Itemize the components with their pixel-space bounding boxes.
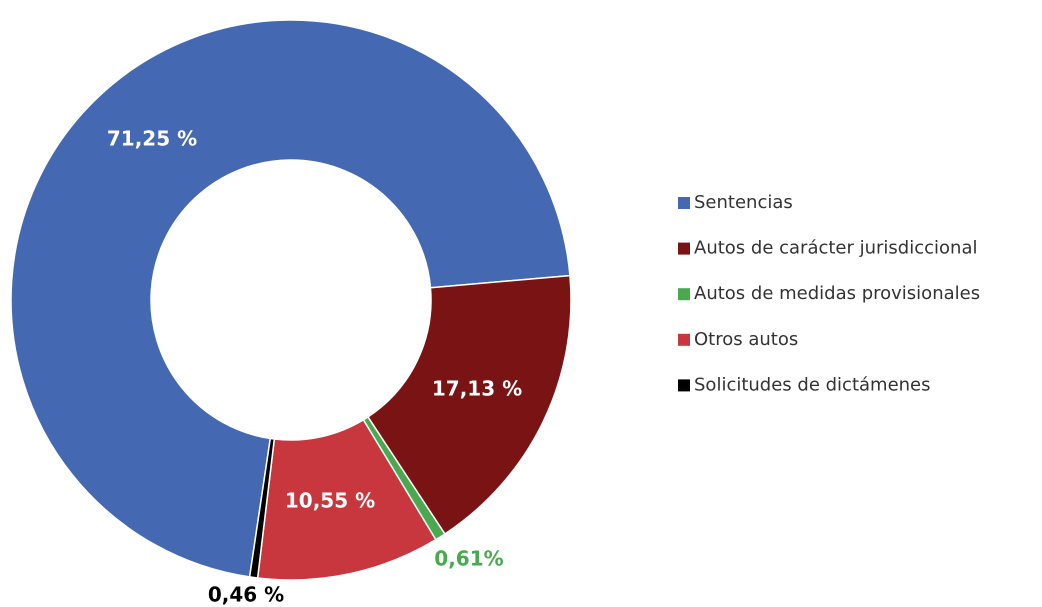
data-label: 71,25 %	[107, 127, 197, 151]
data-label: 0,61%	[434, 547, 503, 571]
legend-label: Otros autos	[694, 329, 798, 350]
donut-slice	[366, 274, 572, 535]
legend-label: Autos de carácter jurisdiccional	[694, 238, 977, 259]
donut-slice	[10, 19, 571, 578]
legend-label: Sentencias	[694, 192, 793, 213]
donut-slice	[248, 437, 276, 579]
legend-swatch	[678, 379, 690, 392]
legend-label: Solicitudes de dictámenes	[694, 374, 931, 395]
data-label: 17,13 %	[432, 377, 522, 401]
legend-swatch	[678, 333, 690, 346]
data-label: 10,55 %	[285, 489, 375, 513]
legend-label: Autos de medidas provisionales	[694, 283, 980, 304]
data-label: 0,46 %	[208, 583, 284, 607]
legend-swatch	[678, 288, 690, 301]
legend-swatch	[678, 242, 690, 255]
legend-swatch	[678, 197, 690, 209]
